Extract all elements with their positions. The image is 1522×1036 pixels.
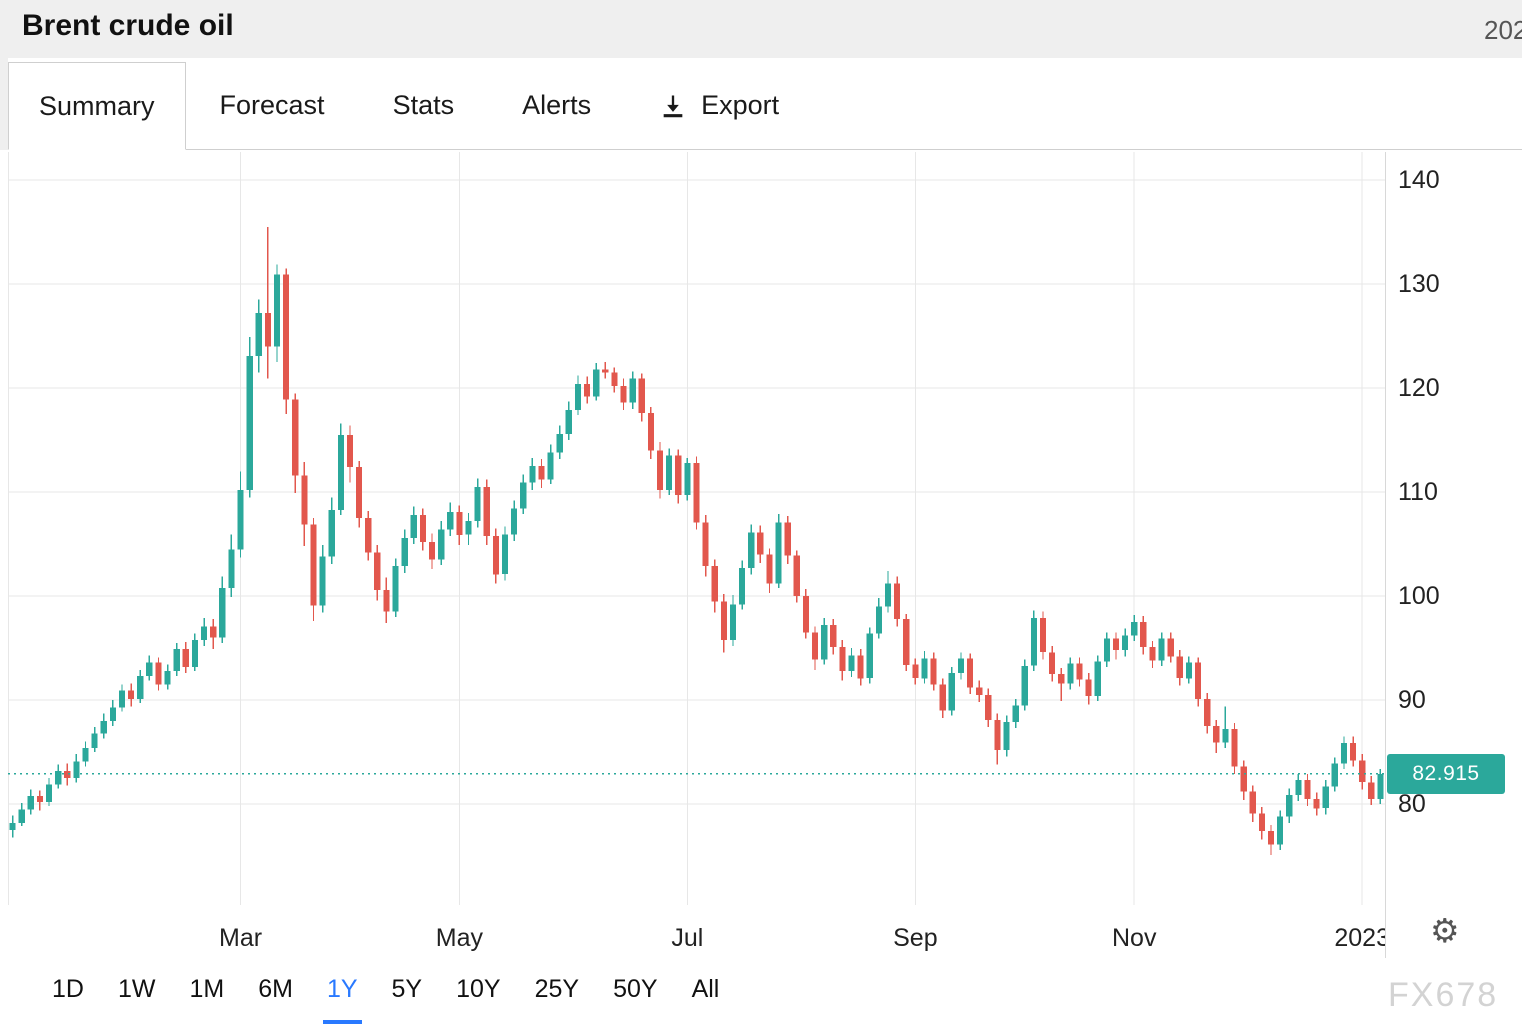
range-all[interactable]: All <box>691 975 720 1003</box>
tab-export[interactable]: Export <box>625 62 813 149</box>
tab-bar: Summary Forecast Stats Alerts Export <box>8 62 1522 150</box>
page-title: Brent crude oil <box>22 9 234 42</box>
range-1y[interactable]: 1Y <box>322 975 362 1024</box>
fx678-watermark: FX678 <box>1388 976 1499 1014</box>
tab-summary-label: Summary <box>39 90 155 121</box>
last-price-value: 82.915 <box>1412 761 1480 785</box>
y-axis-label: 80 <box>1398 790 1426 819</box>
settings-gear-icon[interactable]: ⚙ <box>1430 912 1460 949</box>
y-axis-label: 90 <box>1398 686 1426 715</box>
range-5y[interactable]: 5Y <box>391 975 423 1003</box>
range-6m[interactable]: 6M <box>258 975 293 1003</box>
y-axis-label: 100 <box>1398 582 1440 611</box>
title-bar: Brent crude oil 202 <box>0 0 1522 58</box>
tab-summary[interactable]: Summary <box>8 62 186 150</box>
tab-stats-label: Stats <box>392 90 455 120</box>
tab-forecast-label: Forecast <box>219 90 325 120</box>
tab-stats[interactable]: Stats <box>359 62 489 149</box>
x-axis-label: 2023 <box>1334 924 1385 952</box>
y-axis-label: 110 <box>1398 478 1438 507</box>
tab-alerts[interactable]: Alerts <box>488 62 625 149</box>
x-axis-label: Mar <box>219 924 263 952</box>
x-axis-label: Nov <box>1111 924 1157 952</box>
time-axis: Mar May Jul Sep Nov 2023 <box>8 922 1385 958</box>
range-1w[interactable]: 1W <box>117 975 156 1003</box>
tab-alerts-label: Alerts <box>522 90 592 120</box>
header-date-text: 202 <box>1484 15 1522 45</box>
range-50y[interactable]: 50Y <box>613 975 658 1003</box>
x-axis-label: Sep <box>893 924 938 952</box>
x-axis-label: Jul <box>671 924 704 952</box>
range-1m[interactable]: 1M <box>189 975 225 1003</box>
candlestick-chart[interactable] <box>8 152 1385 905</box>
last-price-badge: 82.915 <box>1387 753 1505 794</box>
tab-forecast[interactable]: Forecast <box>186 62 359 149</box>
y-axis-label: 120 <box>1398 374 1440 403</box>
x-axis-label: May <box>435 924 483 952</box>
range-selector: 1D 1W 1M 6M 1Y 5Y 10Y 25Y 50Y All <box>48 975 723 1024</box>
download-icon <box>659 92 687 120</box>
left-gray-strip <box>0 58 8 150</box>
price-axis-line <box>1385 152 1386 958</box>
range-25y[interactable]: 25Y <box>534 975 580 1003</box>
tab-export-label: Export <box>701 90 780 120</box>
y-axis-label: 140 <box>1398 166 1440 195</box>
range-10y[interactable]: 10Y <box>456 975 501 1003</box>
y-axis-label: 130 <box>1398 270 1440 299</box>
range-1d[interactable]: 1D <box>52 975 84 1003</box>
